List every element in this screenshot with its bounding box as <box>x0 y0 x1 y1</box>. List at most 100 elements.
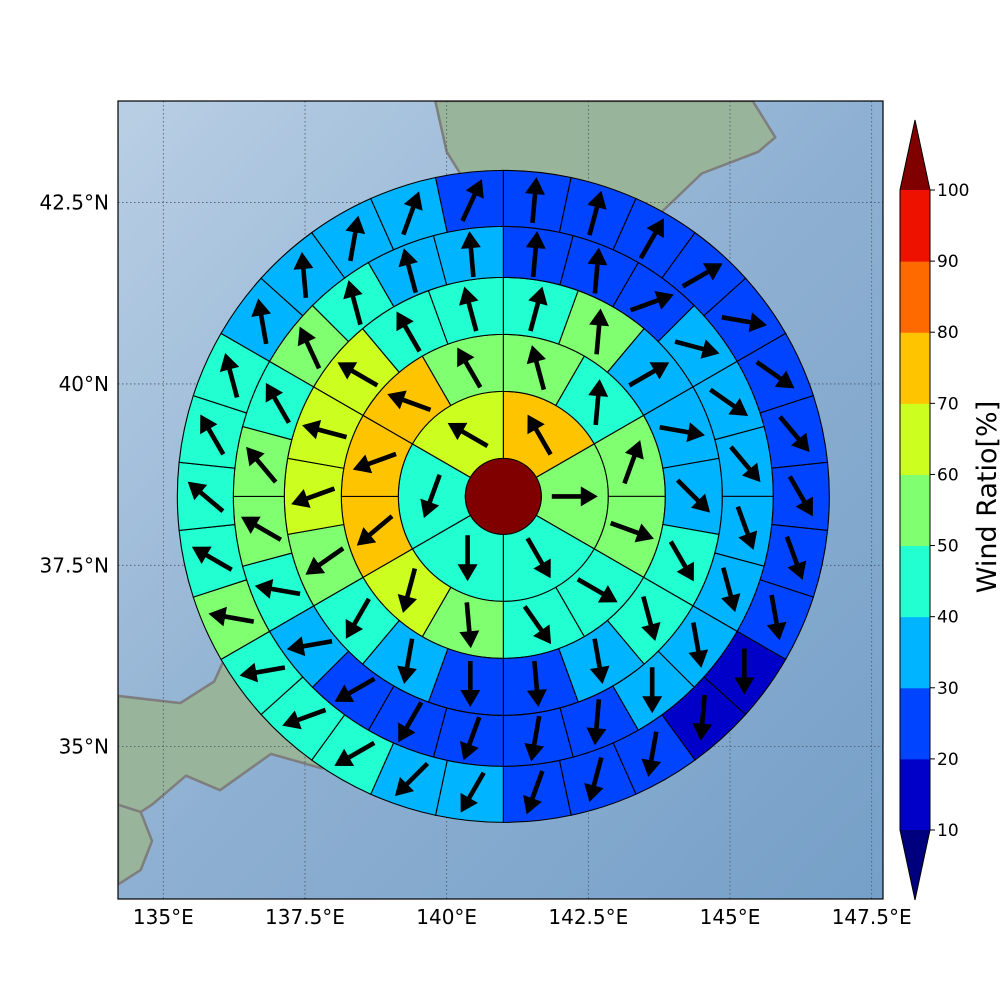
wind-arrow <box>457 347 483 389</box>
colorbar-over-extend <box>900 120 930 190</box>
colorbar-segment <box>900 261 930 333</box>
x-tick-label: 137.5°E <box>265 905 345 929</box>
wind-arrow <box>528 286 548 332</box>
wind-arrow <box>345 597 371 639</box>
wind-arrow <box>622 440 644 485</box>
wind-arrow <box>334 676 376 702</box>
wind-arrow <box>293 251 314 299</box>
wind-arrow <box>337 362 379 388</box>
wind-arrow <box>638 218 664 260</box>
wind-arrow <box>729 445 761 483</box>
x-tick-label: 140°E <box>416 905 477 929</box>
wind-arrow <box>251 298 272 345</box>
wind-arrow <box>297 326 322 370</box>
colorbar-segment <box>900 758 930 831</box>
colorbar-segment <box>900 474 930 547</box>
wind-arrow <box>641 731 662 778</box>
colorbar-tick-label: 100 <box>937 181 969 201</box>
y-tick-label: 35°N <box>59 735 109 759</box>
y-tick-label: 40°N <box>59 372 109 396</box>
wind-arrow <box>526 345 547 391</box>
colorbar-under-extend <box>900 830 930 900</box>
wind-arrow <box>628 362 670 388</box>
wind-arrow <box>609 520 654 543</box>
y-tick-label: 37.5°N <box>40 553 110 577</box>
colorbar-tick-label: 90 <box>937 252 959 272</box>
wind-arrow <box>681 263 723 289</box>
core-cell <box>464 457 542 535</box>
wind-arrow <box>721 567 741 613</box>
wind-arrow <box>254 579 301 599</box>
wind-arrow <box>305 546 345 575</box>
wind-arrow <box>527 414 553 456</box>
wind-arrow <box>629 290 674 313</box>
wind-arrow <box>460 771 486 813</box>
wind-arrow <box>525 177 545 224</box>
wind-arrow <box>459 602 480 649</box>
wind-arrow <box>286 636 333 657</box>
y-tick-labels: 42.5°N 40°N 37.5°N 35°N <box>40 191 110 759</box>
wind-arrow <box>457 535 478 582</box>
wind-arrow <box>735 505 758 550</box>
colorbar-tick-label: 40 <box>937 608 959 628</box>
wind-arrow <box>589 638 610 685</box>
colorbar <box>899 119 931 901</box>
wind-arrow <box>397 638 417 685</box>
wind-arrow <box>397 567 418 614</box>
wind-arrows <box>187 177 813 815</box>
colorbar-tick-label: 20 <box>937 750 959 770</box>
wind-arrow <box>291 486 336 508</box>
wind-arrow <box>343 280 363 326</box>
wind-arrow <box>642 667 663 714</box>
colorbar-segment <box>900 403 930 475</box>
wind-arrow <box>586 699 607 746</box>
map-frame <box>117 100 884 900</box>
wind-arrow <box>459 716 482 761</box>
wind-arrow <box>302 419 348 440</box>
wind-arrow <box>356 514 394 546</box>
wind-arrow <box>420 474 442 519</box>
colorbar-tick-label: 50 <box>937 537 959 557</box>
wind-arrow <box>396 311 422 353</box>
x-tick-labels: 135°E 137.5°E 140°E 142.5°E 145°E 147.5°E <box>133 905 912 929</box>
wind-arrow <box>787 475 813 517</box>
wind-arrow <box>588 379 609 426</box>
wind-arrow <box>721 312 768 333</box>
wind-arrow <box>523 770 545 815</box>
wind-arrow <box>587 190 607 236</box>
wind-arrow <box>641 595 661 642</box>
wind-arrow <box>584 756 604 803</box>
x-tick-label: 147.5°E <box>832 905 912 929</box>
wind-arrow <box>246 446 278 484</box>
wind-arrow <box>282 707 327 730</box>
wind-arrow <box>460 231 481 278</box>
colorbar-tick-label: 60 <box>937 465 959 485</box>
colorbar-segment <box>900 616 930 689</box>
wind-arrow <box>345 215 366 262</box>
colorbar-tick-label: 80 <box>937 323 959 343</box>
wind-arrow <box>688 622 709 668</box>
wind-arrow <box>524 715 545 762</box>
wind-arrow <box>200 414 226 456</box>
wind-arrow <box>447 422 489 448</box>
wind-arrow <box>589 308 610 355</box>
wind-arrow <box>525 537 551 579</box>
wind-arrow <box>460 661 481 707</box>
colorbar-segment <box>900 332 930 404</box>
wind-arrow <box>766 594 787 641</box>
wind-arrow <box>659 422 705 443</box>
wind-arrow <box>208 606 255 627</box>
wind-arrow <box>668 540 694 582</box>
colorbar-label: Wind Ratio[%] <box>972 401 1000 593</box>
wind-arrow <box>352 451 397 474</box>
wind-arrow <box>398 701 424 743</box>
landmass <box>118 803 154 886</box>
wind-arrow <box>692 694 713 741</box>
wind-arrow <box>239 662 286 683</box>
wind-arrow <box>398 248 418 294</box>
wind-arrow <box>526 660 547 707</box>
x-tick-label: 142.5°E <box>548 905 628 929</box>
wind-ratio-cells <box>176 169 830 823</box>
wind-arrow <box>551 486 598 507</box>
x-tick-label: 145°E <box>700 905 761 929</box>
